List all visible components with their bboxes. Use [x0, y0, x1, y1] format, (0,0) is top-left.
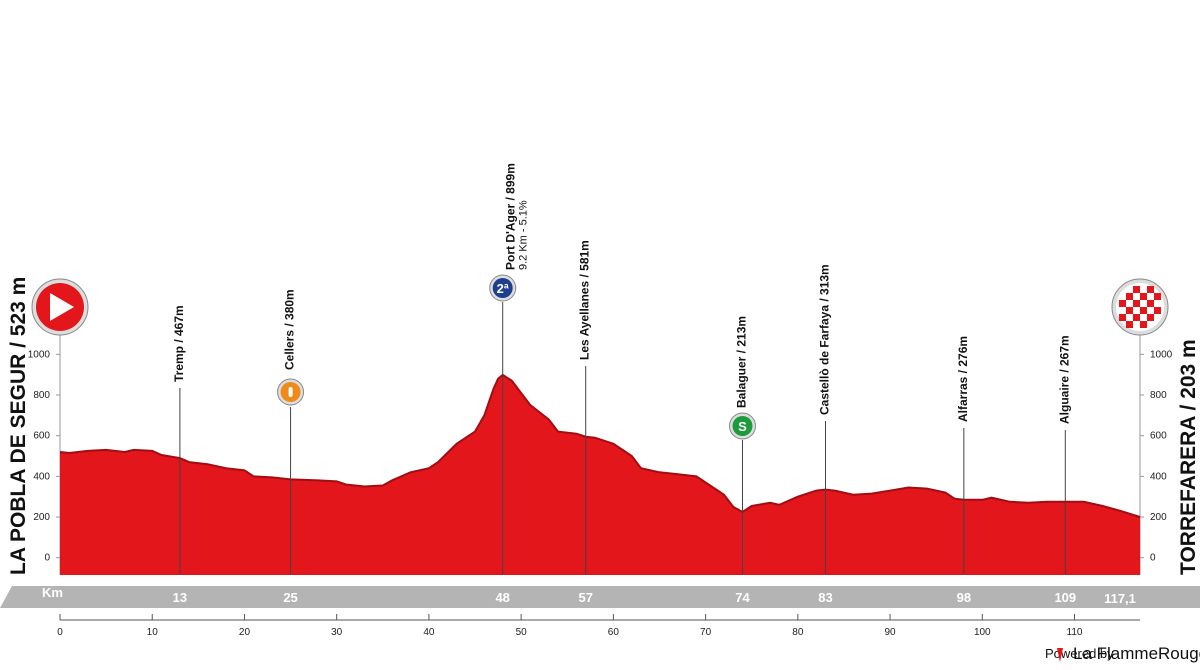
waypoint-label: Tremp / 467m	[172, 305, 186, 382]
check	[1126, 321, 1133, 328]
km-band-label: 74	[735, 590, 750, 605]
km-band-label: 83	[818, 590, 832, 605]
check	[1126, 307, 1133, 314]
km-band-label: 48	[495, 590, 509, 605]
waypoint-label: Castellò de Farfaya / 313m	[817, 264, 831, 415]
check	[1133, 286, 1140, 293]
waypoint-icon-label: S	[738, 419, 747, 434]
check	[1119, 300, 1126, 307]
x-tick-label: 0	[57, 627, 63, 638]
waypoint-sub: 9.2 Km - 5.1%	[518, 200, 530, 270]
waypoint-icon-glyph	[288, 387, 293, 397]
x-tick-label: 90	[884, 627, 896, 638]
check	[1140, 293, 1147, 300]
start-label: LA POBLA DE SEGUR / 523 m	[7, 277, 30, 575]
km-band-label: 13	[173, 590, 187, 605]
km-band-label: 109	[1054, 590, 1076, 605]
y-tick-label: 800	[33, 390, 50, 401]
check	[1140, 321, 1147, 328]
check	[1133, 314, 1140, 321]
x-tick-label: 70	[700, 627, 712, 638]
x-tick-label: 30	[331, 627, 343, 638]
check	[1147, 300, 1154, 307]
check	[1154, 293, 1161, 300]
y-tick-label: 400	[33, 471, 50, 482]
x-tick-label: 80	[792, 627, 804, 638]
waypoint-icon-inner	[492, 278, 513, 298]
y-tick-label-right: 1000	[1150, 349, 1173, 360]
waypoint-label: Cellers / 380m	[283, 289, 297, 370]
waypoint-icon-inner	[732, 416, 753, 436]
km-band-label: 25	[283, 590, 297, 605]
waypoint-label: Alfarras / 276m	[956, 336, 970, 422]
km-band-finish: 117,1	[1104, 591, 1136, 606]
check	[1147, 286, 1154, 293]
km-label: Km	[42, 585, 63, 600]
profile-edge	[59, 373, 1141, 518]
y-tick-label-right: 600	[1150, 431, 1167, 442]
y-tick-label-right: 800	[1150, 390, 1167, 401]
y-tick-label-right: 0	[1150, 553, 1156, 564]
km-band	[0, 586, 1200, 608]
check	[1154, 307, 1161, 314]
y-tick-label-right: 400	[1150, 471, 1167, 482]
brand-logo	[1057, 648, 1063, 662]
check	[1133, 300, 1140, 307]
brand: La FlammeRouge	[1073, 644, 1200, 663]
y-tick-label: 1000	[28, 349, 51, 360]
check	[1147, 314, 1154, 321]
finish-label: TORREFARERA / 203 m	[1177, 339, 1200, 575]
y-tick-label-right: 200	[1150, 512, 1167, 523]
x-tick-label: 110	[1067, 627, 1083, 638]
waypoint-label: Port D'Ager / 899m	[504, 163, 518, 270]
y-tick-label: 600	[33, 431, 50, 442]
check	[1119, 314, 1126, 321]
check	[1126, 293, 1133, 300]
finish-icon	[1111, 278, 1169, 336]
km-band-label: 98	[957, 590, 971, 605]
km-band-label: 57	[578, 590, 592, 605]
start-icon	[31, 278, 89, 336]
waypoint-icon-label: 2ª	[497, 281, 509, 296]
check	[1140, 307, 1147, 314]
x-tick-label: 60	[608, 627, 620, 638]
x-tick-label: 10	[147, 627, 159, 638]
x-tick-label: 20	[239, 627, 251, 638]
y-tick-label: 200	[33, 512, 50, 523]
y-tick-label: 0	[44, 553, 50, 564]
waypoint-label: Balaguer / 213m	[734, 316, 748, 408]
profile-area	[60, 374, 1140, 575]
x-tick-label: 50	[516, 627, 528, 638]
waypoint-label: Les Ayellanes / 581m	[578, 240, 592, 360]
x-tick-label: 100	[974, 627, 991, 638]
x-tick-label: 40	[423, 627, 435, 638]
waypoint-label: Alguaire / 267m	[1057, 335, 1071, 424]
